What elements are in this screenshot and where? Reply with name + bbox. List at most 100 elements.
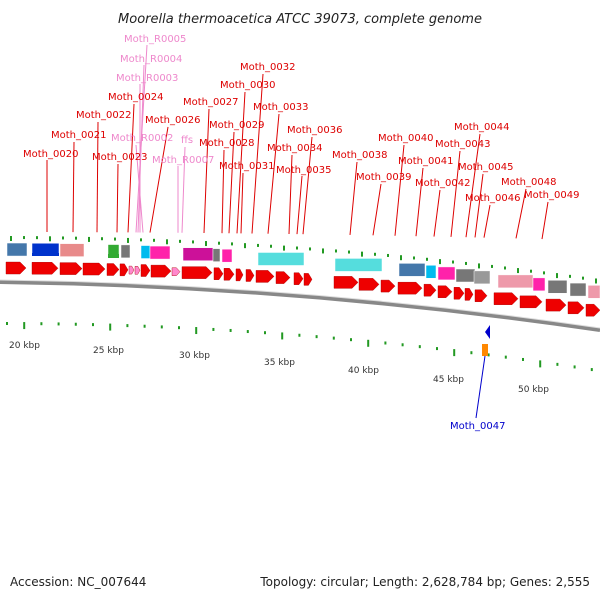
gene-label-moth-0029[interactable]: Moth_0029 [209, 120, 264, 131]
leader-line [394, 144, 405, 236]
gene-label-moth-r0003[interactable]: Moth_R0003 [116, 73, 178, 84]
leader-line [302, 136, 313, 235]
cog-box [6, 242, 28, 257]
outer-tick [517, 268, 519, 274]
leader-line [433, 189, 441, 237]
gene-arrow [181, 266, 213, 279]
leader-line [149, 126, 169, 233]
cog-box [59, 243, 85, 257]
gene-arrow [82, 262, 106, 276]
leader-line [450, 150, 461, 237]
outer-tick [257, 243, 259, 247]
scale-tick [504, 355, 507, 359]
scale-tick [281, 332, 284, 340]
leader-line [72, 141, 75, 233]
gene-label-moth-0020[interactable]: Moth_0020 [23, 149, 78, 160]
gene-label-moth-0035[interactable]: Moth_0035 [276, 165, 331, 176]
gene-label-moth-r0005[interactable]: Moth_R0005 [124, 34, 186, 45]
gene-label-moth-0046[interactable]: Moth_0046 [465, 193, 520, 204]
gene-label-moth-0027[interactable]: Moth_0027 [183, 97, 238, 108]
outer-tick [426, 257, 428, 261]
gene-label-moth-0047[interactable]: Moth_0047 [450, 421, 505, 432]
scale-tick [178, 326, 180, 330]
scale-tick [367, 339, 370, 347]
gene-label-moth-0023[interactable]: Moth_0023 [92, 152, 147, 163]
outer-tick [231, 242, 233, 246]
outer-tick [452, 260, 454, 264]
gene-label-ffs[interactable]: ffs [181, 135, 193, 146]
outer-tick [491, 264, 493, 268]
gene-arrow [5, 261, 27, 275]
scale-tick [246, 330, 249, 334]
gene-label-moth-0028[interactable]: Moth_0028 [199, 138, 254, 149]
gene-label-moth-0039[interactable]: Moth_0039 [356, 172, 411, 183]
gene-label-moth-r0007[interactable]: Moth_R0007 [152, 155, 214, 166]
gene-label-moth-0024[interactable]: Moth_0024 [108, 92, 163, 103]
gene-label-moth-0036[interactable]: Moth_0036 [287, 125, 342, 136]
cog-box [120, 244, 131, 259]
gene-label-moth-0030[interactable]: Moth_0030 [220, 80, 275, 91]
scale-label-45kbp: 45 kbp [433, 375, 464, 385]
cog-box [425, 265, 437, 279]
genome-backbone [0, 280, 600, 332]
gene-label-moth-0041[interactable]: Moth_0041 [398, 156, 453, 167]
scale-tick [212, 327, 215, 331]
outer-tick [140, 238, 142, 242]
gene-arrow [519, 295, 543, 309]
gene-label-moth-0033[interactable]: Moth_0033 [253, 102, 308, 113]
gene-arrow [585, 303, 600, 317]
outer-tick [530, 269, 532, 273]
leader-line [203, 108, 210, 234]
outer-tick [387, 253, 389, 257]
leader-line [236, 91, 246, 234]
outer-tick [361, 251, 363, 257]
outer-tick [322, 248, 324, 254]
scale-tick [229, 328, 232, 332]
gene-label-moth-0043[interactable]: Moth_0043 [435, 139, 490, 150]
scale-tick [539, 360, 542, 368]
cog-box-stack [32, 253, 59, 256]
gene-label-moth-r0004[interactable]: Moth_R0004 [120, 54, 182, 65]
scale-tick [350, 338, 352, 342]
cog-box [569, 282, 587, 297]
leader-line [465, 133, 481, 238]
gene-label-moth-0040[interactable]: Moth_0040 [378, 133, 433, 144]
gene-label-moth-0022[interactable]: Moth_0022 [76, 110, 131, 121]
gene-label-moth-0026[interactable]: Moth_0026 [145, 115, 200, 126]
gene-label-moth-0048[interactable]: Moth_0048 [501, 177, 556, 188]
scale-tick [384, 341, 387, 345]
leader-line [137, 64, 145, 233]
scale-tick [92, 323, 94, 327]
gene-arrow [453, 287, 465, 300]
scale-tick [436, 347, 438, 351]
scale-ticks [6, 322, 593, 372]
gene-label-moth-0032[interactable]: Moth_0032 [240, 62, 295, 73]
moth-0047-arrow[interactable] [485, 325, 490, 339]
gene-label-moth-0034[interactable]: Moth_0034 [267, 143, 322, 154]
gene-label-moth-0045[interactable]: Moth_0045 [458, 162, 513, 173]
gene-label-moth-0021[interactable]: Moth_0021 [51, 130, 106, 141]
gene-label-moth-r0002[interactable]: Moth_R0002 [111, 133, 173, 144]
cog-box [398, 263, 426, 277]
scale-tick [143, 324, 146, 328]
scale-tick [126, 324, 129, 328]
gene-arrow [171, 267, 181, 276]
outer-tick [88, 236, 90, 242]
gene-label-moth-0049[interactable]: Moth_0049 [524, 190, 579, 201]
gene-arrow [474, 289, 488, 302]
scale-label-40kbp: 40 kbp [348, 366, 379, 376]
scale-tick [195, 327, 198, 335]
gene-label-moth-0042[interactable]: Moth_0042 [415, 178, 470, 189]
outer-tick [374, 252, 376, 256]
gene-label-moth-0044[interactable]: Moth_0044 [454, 122, 509, 133]
gene-arrow [397, 281, 423, 295]
leader-line [474, 173, 484, 238]
scale-tick [23, 322, 26, 330]
scale-tick [401, 343, 404, 347]
cog-box [497, 274, 534, 289]
gene-label-moth-0031[interactable]: Moth_0031 [219, 161, 274, 172]
leader-line [251, 73, 264, 234]
gene-label-moth-0038[interactable]: Moth_0038 [332, 150, 387, 161]
scale-label-30kbp: 30 kbp [179, 351, 210, 361]
outer-tick-marks [10, 236, 597, 284]
